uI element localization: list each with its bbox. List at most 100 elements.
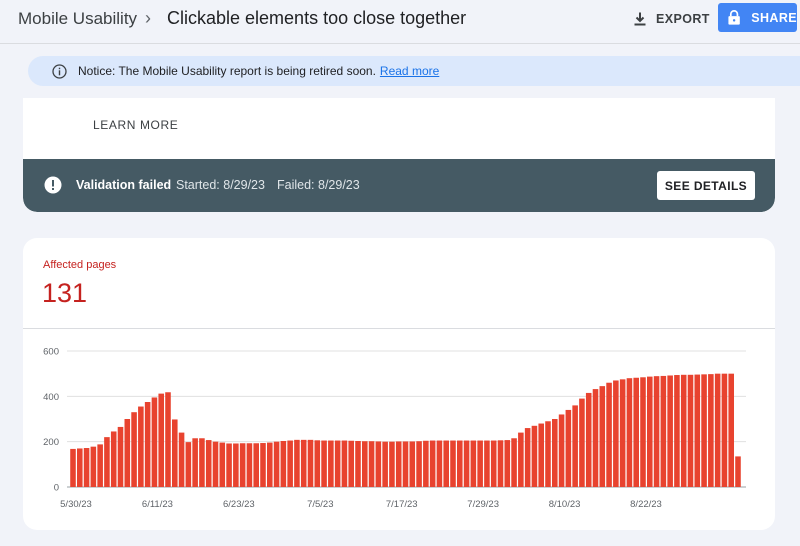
chart-bar[interactable] bbox=[714, 373, 721, 487]
chart-bar[interactable] bbox=[450, 440, 456, 487]
chart-bar[interactable] bbox=[619, 379, 626, 487]
chart-bar[interactable] bbox=[504, 440, 511, 487]
chart-bar[interactable] bbox=[287, 440, 293, 487]
chart-bar[interactable] bbox=[131, 412, 137, 487]
chart-bar[interactable] bbox=[260, 443, 266, 487]
chart-bar[interactable] bbox=[409, 441, 416, 487]
learn-more-button[interactable]: LEARN MORE bbox=[93, 118, 179, 132]
chart-bar[interactable] bbox=[185, 442, 192, 487]
chart-bar[interactable] bbox=[708, 374, 714, 487]
chart-bar[interactable] bbox=[280, 440, 287, 487]
chart-bar[interactable] bbox=[680, 374, 687, 487]
chart-bar[interactable] bbox=[328, 440, 334, 487]
chart-bar[interactable] bbox=[552, 419, 558, 487]
chart-bar[interactable] bbox=[423, 440, 429, 487]
chart-bar[interactable] bbox=[165, 392, 171, 487]
chart-bar[interactable] bbox=[538, 423, 544, 487]
chart-bar[interactable] bbox=[97, 444, 103, 487]
chart-bar[interactable] bbox=[694, 374, 701, 487]
chart-bar[interactable] bbox=[212, 441, 219, 487]
chart-bar[interactable] bbox=[273, 441, 280, 487]
chart-bar[interactable] bbox=[294, 439, 300, 487]
chart-bar[interactable] bbox=[660, 375, 667, 487]
chart-bar[interactable] bbox=[402, 441, 409, 487]
chart-bar[interactable] bbox=[389, 441, 395, 487]
chart-bar[interactable] bbox=[735, 456, 741, 487]
chart-bar[interactable] bbox=[687, 374, 694, 487]
chart-bar[interactable] bbox=[199, 438, 205, 487]
chart-bar[interactable] bbox=[334, 440, 341, 487]
chart-bar[interactable] bbox=[531, 425, 538, 487]
chart-bar[interactable] bbox=[314, 440, 321, 487]
chart-bar[interactable] bbox=[124, 419, 131, 487]
chart-bar[interactable] bbox=[674, 375, 680, 487]
chart-bar[interactable] bbox=[436, 440, 443, 487]
chart-bar[interactable] bbox=[667, 375, 673, 487]
chart-bar[interactable] bbox=[253, 443, 259, 487]
chart-bar[interactable] bbox=[348, 440, 354, 487]
chart-bar[interactable] bbox=[463, 440, 470, 487]
chart-bar[interactable] bbox=[572, 405, 578, 487]
chart-bar[interactable] bbox=[395, 441, 402, 487]
chart-bar[interactable] bbox=[613, 380, 619, 487]
chart-bar[interactable] bbox=[416, 441, 422, 487]
chart-bar[interactable] bbox=[233, 443, 239, 487]
chart-bar[interactable] bbox=[321, 440, 327, 487]
chart-bar[interactable] bbox=[565, 409, 572, 487]
chart-bar[interactable] bbox=[558, 414, 565, 487]
chart-bar[interactable] bbox=[545, 421, 551, 487]
chart-bar[interactable] bbox=[117, 426, 124, 487]
chart-bar[interactable] bbox=[429, 440, 436, 487]
chart-bar[interactable] bbox=[647, 376, 653, 487]
chart-bar[interactable] bbox=[484, 440, 490, 487]
chart-bar[interactable] bbox=[355, 440, 361, 487]
share-button[interactable]: SHARE bbox=[718, 3, 797, 32]
chart-bar[interactable] bbox=[606, 382, 612, 487]
chart-bar[interactable] bbox=[307, 439, 314, 487]
chart-bar[interactable] bbox=[457, 440, 463, 487]
chart-bar[interactable] bbox=[490, 440, 497, 487]
chart-bar[interactable] bbox=[104, 437, 110, 487]
chart-bar[interactable] bbox=[158, 393, 164, 487]
chart-bar[interactable] bbox=[701, 374, 707, 487]
chart-bar[interactable] bbox=[138, 406, 144, 487]
chart-bar[interactable] bbox=[579, 398, 585, 487]
chart-bar[interactable] bbox=[524, 428, 531, 487]
chart-bar[interactable] bbox=[192, 438, 198, 487]
chart-bar[interactable] bbox=[368, 441, 375, 487]
chart-bar[interactable] bbox=[219, 442, 226, 487]
chart-bar[interactable] bbox=[246, 443, 253, 487]
chart-bar[interactable] bbox=[640, 377, 646, 487]
chart-bar[interactable] bbox=[300, 439, 307, 487]
chart-bar[interactable] bbox=[226, 443, 232, 487]
chart-bar[interactable] bbox=[77, 448, 83, 487]
chart-bar[interactable] bbox=[653, 376, 660, 487]
chart-bar[interactable] bbox=[477, 440, 483, 487]
chart-bar[interactable] bbox=[497, 440, 504, 487]
chart-bar[interactable] bbox=[151, 397, 158, 487]
read-more-link[interactable]: Read more bbox=[379, 64, 440, 78]
chart-bar[interactable] bbox=[110, 431, 117, 487]
see-details-button[interactable]: SEE DETAILS bbox=[657, 171, 755, 200]
breadcrumb-root[interactable]: Mobile Usability bbox=[18, 9, 138, 28]
chart-bar[interactable] bbox=[470, 440, 477, 487]
chart-bar[interactable] bbox=[144, 402, 151, 487]
chart-bar[interactable] bbox=[375, 441, 382, 487]
chart-bar[interactable] bbox=[267, 442, 273, 487]
chart-bar[interactable] bbox=[443, 440, 449, 487]
export-button[interactable]: EXPORT bbox=[632, 6, 710, 32]
chart-bar[interactable] bbox=[90, 446, 97, 487]
chart-bar[interactable] bbox=[599, 386, 606, 487]
chart-bar[interactable] bbox=[70, 448, 76, 487]
chart-bar[interactable] bbox=[239, 443, 246, 487]
chart-bar[interactable] bbox=[728, 373, 734, 487]
chart-bar[interactable] bbox=[83, 448, 90, 487]
chart-bar[interactable] bbox=[592, 389, 599, 487]
chart-bar[interactable] bbox=[518, 432, 524, 487]
chart-bar[interactable] bbox=[585, 392, 592, 487]
chart-bar[interactable] bbox=[382, 441, 388, 487]
chart-bar[interactable] bbox=[511, 438, 517, 487]
chart-bar[interactable] bbox=[626, 378, 633, 487]
chart-bar[interactable] bbox=[341, 440, 348, 487]
chart-bar[interactable] bbox=[721, 373, 728, 487]
